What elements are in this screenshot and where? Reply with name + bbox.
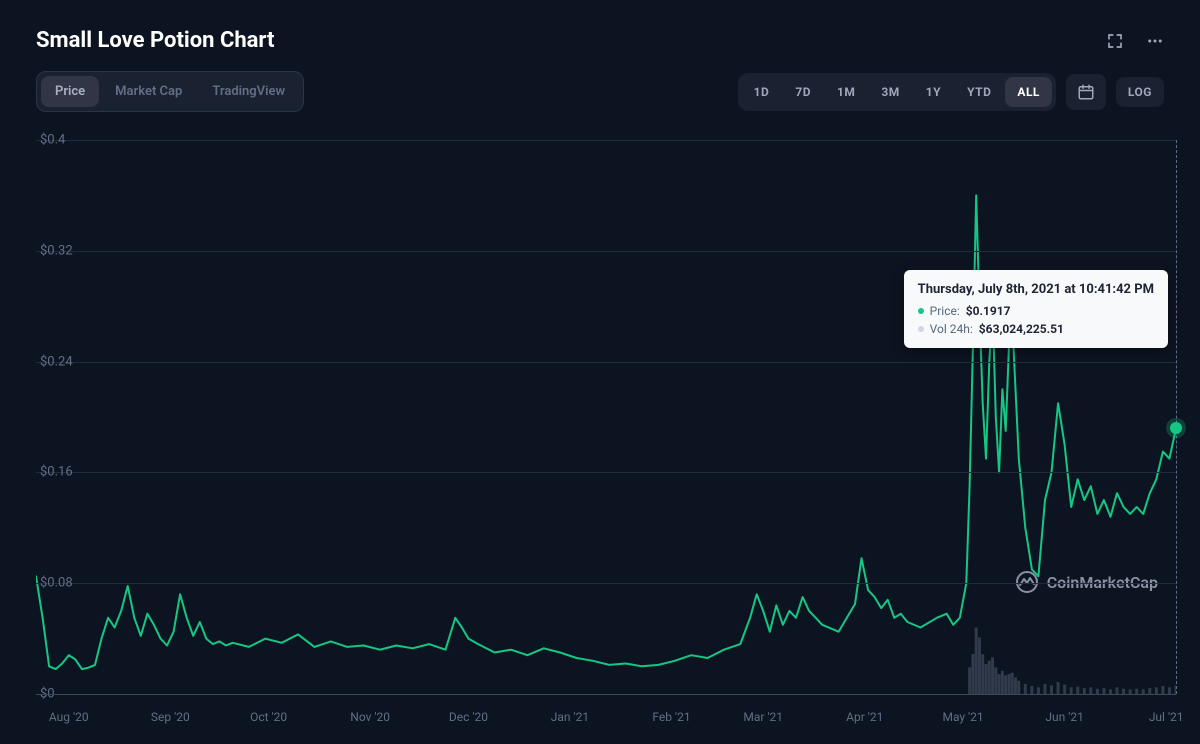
- range-tab-1d[interactable]: 1D: [742, 77, 782, 107]
- x-axis-label: Jun '21: [1045, 710, 1083, 724]
- x-axis-label: May '21: [942, 710, 983, 724]
- fullscreen-icon[interactable]: [1106, 32, 1124, 50]
- metric-tab-price[interactable]: Price: [41, 76, 99, 107]
- range-tab-3m[interactable]: 3M: [869, 77, 911, 107]
- page-title: Small Love Potion Chart: [36, 28, 274, 53]
- gridline: [36, 140, 1176, 141]
- x-axis-label: Feb '21: [652, 710, 690, 724]
- series-end-marker: [1170, 422, 1182, 434]
- more-icon[interactable]: [1146, 32, 1164, 50]
- metric-tab-market-cap[interactable]: Market Cap: [101, 76, 196, 107]
- y-axis-label: $0.16: [40, 465, 73, 480]
- gridline: [36, 583, 1176, 584]
- log-scale-button[interactable]: LOG: [1116, 77, 1164, 107]
- volume-bars: [968, 628, 1176, 694]
- x-axis-line: [36, 694, 1176, 695]
- range-tab-ytd[interactable]: YTD: [955, 77, 1003, 107]
- tooltip-vol-label: Vol 24h:: [930, 320, 973, 338]
- x-axis-label: Jul '21: [1149, 710, 1184, 724]
- crosshair-line: [1176, 140, 1177, 694]
- x-axis-label: Aug '20: [49, 710, 89, 724]
- tooltip-price-value: $0.1917: [966, 302, 1011, 320]
- tooltip-price-label: Price:: [930, 302, 960, 320]
- y-axis-label: $0.08: [40, 576, 73, 591]
- gridline: [36, 362, 1176, 363]
- chart-area[interactable]: Thursday, July 8th, 2021 at 10:41:42 PM …: [36, 140, 1176, 724]
- x-axis-label: Sep '20: [151, 710, 190, 724]
- date-picker-button[interactable]: [1066, 74, 1106, 110]
- y-axis-label: $0.24: [40, 354, 73, 369]
- tooltip-vol-value: $63,024,225.51: [979, 320, 1064, 338]
- x-axis-label: Apr '21: [846, 710, 883, 724]
- gridline: [36, 472, 1176, 473]
- range-tab-1m[interactable]: 1M: [825, 77, 867, 107]
- x-axis-label: Mar '21: [743, 710, 783, 724]
- range-tab-1y[interactable]: 1Y: [914, 77, 953, 107]
- y-axis-label: $0.4: [40, 133, 65, 148]
- range-tab-all[interactable]: ALL: [1005, 77, 1052, 107]
- x-axis-label: Dec '20: [449, 710, 488, 724]
- x-axis-label: Nov '20: [350, 710, 390, 724]
- price-line: [36, 195, 1176, 669]
- gridline: [36, 251, 1176, 252]
- range-tab-7d[interactable]: 7D: [783, 77, 823, 107]
- y-axis-label: $0.32: [40, 243, 73, 258]
- x-axis-label: Oct '20: [250, 710, 287, 724]
- metric-tabs: PriceMarket CapTradingView: [36, 71, 304, 112]
- metric-tab-tradingview[interactable]: TradingView: [198, 76, 299, 107]
- price-tooltip: Thursday, July 8th, 2021 at 10:41:42 PM …: [904, 270, 1168, 348]
- range-tabs: 1D7D1M3M1YYTDALL: [738, 73, 1056, 111]
- x-axis-label: Jan '21: [551, 710, 589, 724]
- tooltip-date: Thursday, July 8th, 2021 at 10:41:42 PM: [918, 280, 1154, 300]
